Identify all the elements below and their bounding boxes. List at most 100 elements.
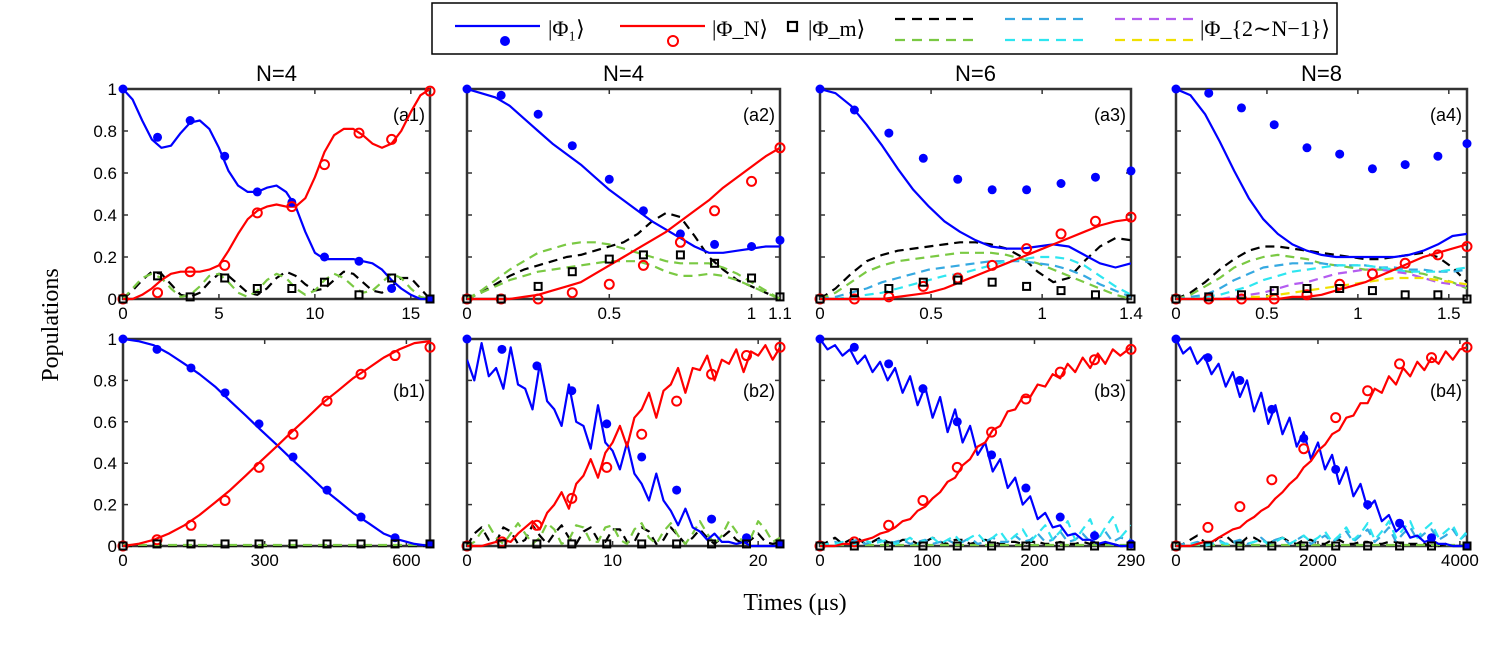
data-point xyxy=(220,151,230,161)
data-point xyxy=(1022,185,1032,195)
panel-a2: 0 0.5 1 1.1 N=4 (a2) xyxy=(461,61,792,323)
data-point xyxy=(497,344,507,354)
data-point xyxy=(185,116,195,125)
data-point xyxy=(219,494,231,506)
data-point xyxy=(1125,343,1137,355)
data-point xyxy=(1335,284,1345,293)
data-point xyxy=(952,541,962,551)
data-point xyxy=(1366,268,1378,280)
data-point xyxy=(387,284,397,293)
data-point xyxy=(118,294,128,304)
data-point xyxy=(251,207,263,219)
data-point xyxy=(496,294,506,304)
plot-area xyxy=(467,342,780,548)
plot-area xyxy=(820,338,1131,548)
legend-phiN-label: |Φ_N⟩ xyxy=(712,16,768,41)
data-point xyxy=(637,539,647,549)
data-point xyxy=(883,519,895,531)
data-point xyxy=(1433,151,1443,161)
panel-title: N=4 xyxy=(603,61,644,86)
data-point xyxy=(1126,166,1136,176)
series-dash-green xyxy=(467,520,780,547)
series-line-red xyxy=(467,344,780,548)
series-line-blue xyxy=(1176,338,1467,548)
data-point xyxy=(1367,286,1377,296)
data-point xyxy=(774,341,786,353)
data-point xyxy=(254,539,264,549)
data-point xyxy=(1266,474,1278,486)
legend-phi1-dot xyxy=(500,36,510,46)
panel-b3: 0 100 200 290 (b3) xyxy=(814,334,1145,570)
panel-frame xyxy=(818,87,1133,301)
data-point xyxy=(1126,294,1136,304)
data-point xyxy=(1395,518,1405,528)
data-point xyxy=(566,287,578,299)
panel-label: (a4) xyxy=(1430,105,1462,125)
panel-a3: 0 0.5 1 1.4 N=6 (a3) xyxy=(814,61,1143,323)
data-point xyxy=(1394,358,1406,370)
data-point xyxy=(1021,541,1031,551)
data-point xyxy=(567,267,577,277)
data-point xyxy=(1056,286,1066,296)
data-point xyxy=(1461,241,1473,252)
data-point xyxy=(918,541,928,551)
panel-title: N=8 xyxy=(1301,61,1342,86)
data-point xyxy=(118,84,128,94)
data-point xyxy=(496,90,506,100)
data-point xyxy=(1298,443,1310,455)
data-point xyxy=(849,342,859,352)
series-dash-cyan xyxy=(820,255,1131,301)
data-point xyxy=(1302,143,1312,153)
data-point xyxy=(603,278,615,290)
y-tick-label: 0.6 xyxy=(93,164,117,183)
data-point xyxy=(287,428,299,440)
data-point xyxy=(390,539,400,549)
data-point xyxy=(1399,257,1411,269)
x-tick-label: 600 xyxy=(392,551,420,570)
data-point xyxy=(567,386,577,396)
data-point xyxy=(462,334,472,344)
series-dash-skyblue xyxy=(820,260,1131,301)
plot-area xyxy=(467,87,780,301)
data-point xyxy=(253,461,265,473)
data-point xyxy=(1202,521,1214,533)
data-point xyxy=(387,273,397,283)
data-point xyxy=(710,258,720,268)
panel-b2: 0 10 20 (b2) xyxy=(461,334,786,570)
data-point xyxy=(1171,294,1181,304)
data-point xyxy=(602,419,612,429)
data-point xyxy=(1171,334,1181,344)
data-point xyxy=(153,271,163,281)
legend: |Φ₁⟩ |Φ_N⟩ |Φ_m⟩ |Φ_{2∼N−1}⟩ xyxy=(431,2,1338,55)
data-point xyxy=(849,541,859,551)
data-point xyxy=(884,541,894,551)
data-point xyxy=(567,539,577,549)
series-dash-green xyxy=(467,241,780,300)
data-point xyxy=(849,288,859,298)
x-tick-label: 20 xyxy=(749,551,768,570)
data-point xyxy=(319,277,329,287)
y-tick-label: 0 xyxy=(108,290,117,309)
y-tick-label: 0.2 xyxy=(93,496,117,515)
data-point xyxy=(775,235,785,245)
data-point xyxy=(1089,354,1101,366)
legend-phiN-circle xyxy=(667,35,679,47)
data-point xyxy=(186,363,196,373)
x-tick-label: 1.5 xyxy=(1437,304,1461,323)
series-line-red xyxy=(820,218,1131,301)
data-point xyxy=(1090,541,1100,551)
data-point xyxy=(185,292,195,302)
data-point xyxy=(1400,160,1410,170)
data-point xyxy=(389,350,401,362)
data-point xyxy=(848,293,860,305)
data-point xyxy=(425,539,435,549)
data-point xyxy=(462,541,472,551)
x-tick-label: 0.5 xyxy=(597,304,621,323)
data-point xyxy=(636,428,648,440)
series-line-red xyxy=(1176,243,1467,301)
data-point xyxy=(1433,290,1443,300)
x-tick-label: 15 xyxy=(401,304,420,323)
data-point xyxy=(354,290,364,300)
x-tick-label: 0 xyxy=(815,304,824,323)
